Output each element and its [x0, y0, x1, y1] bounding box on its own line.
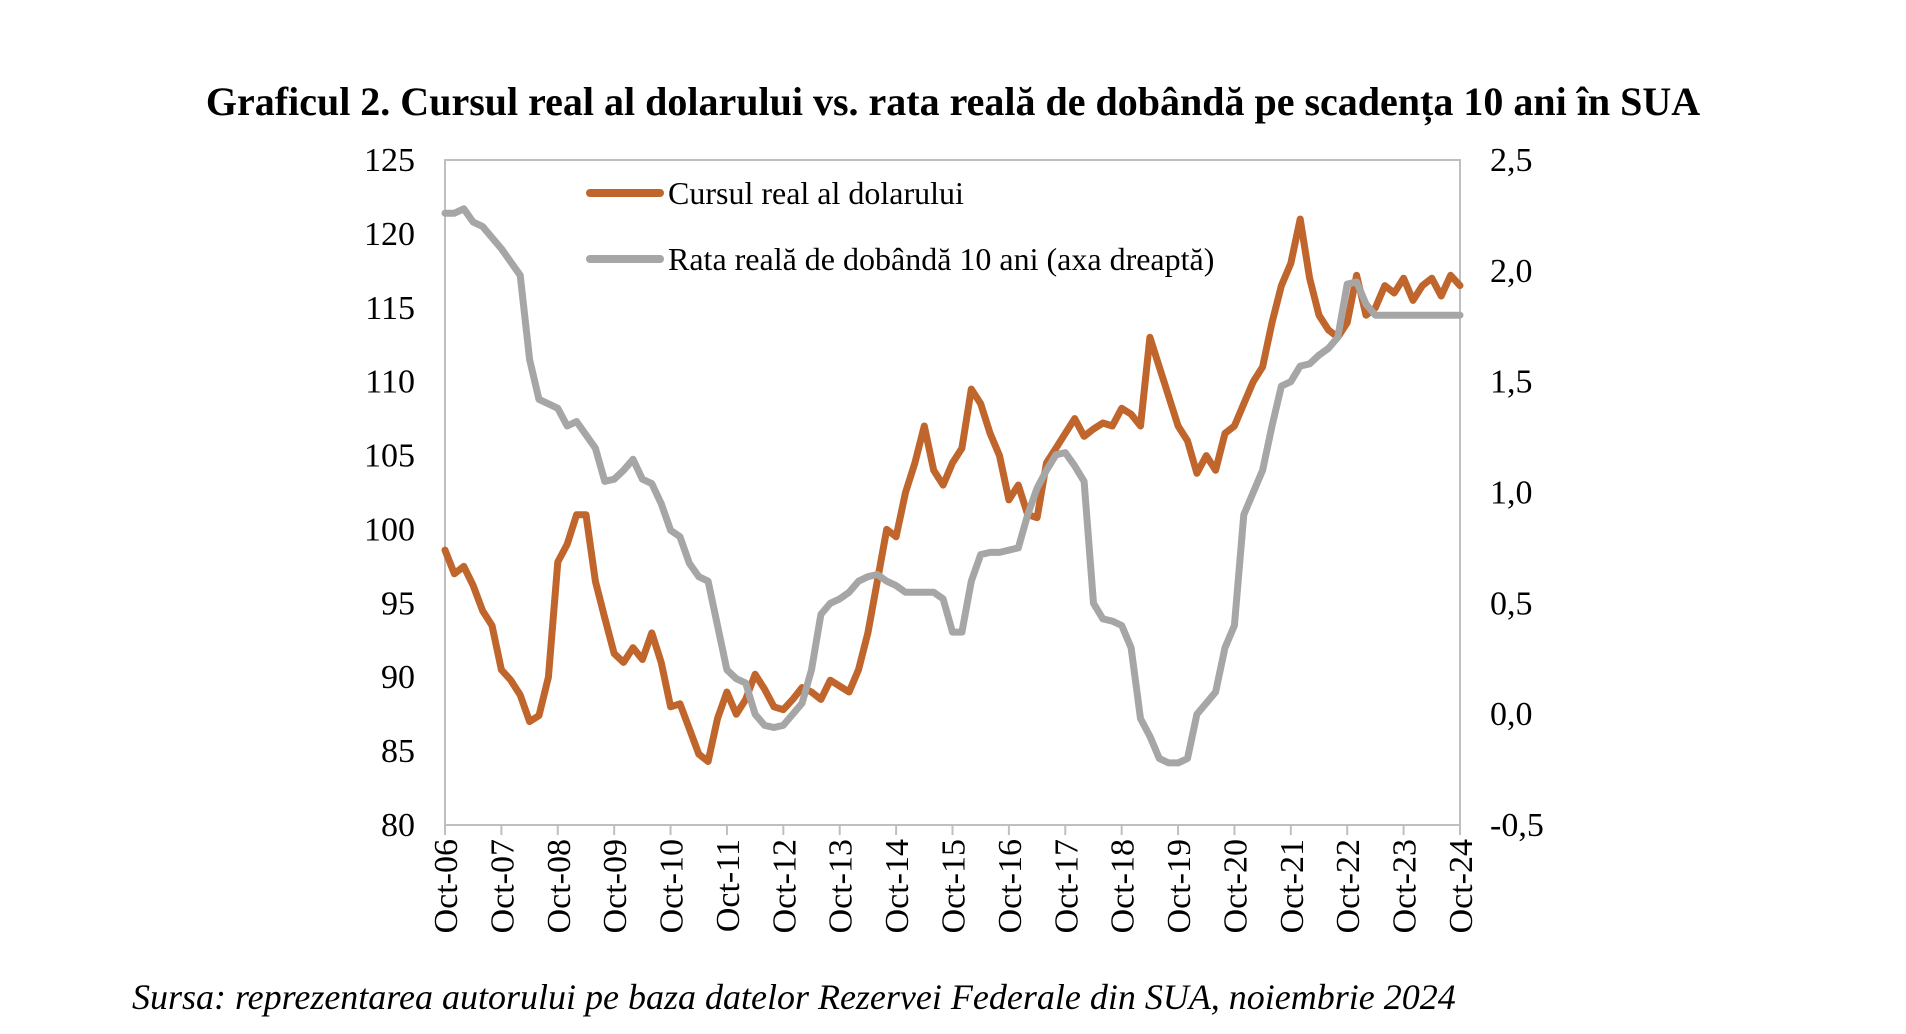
left-tick-label: 105: [364, 438, 415, 475]
chart-title: Graficul 2. Cursul real al dolarului vs.…: [205, 79, 1701, 124]
series-line-dollar: [441, 215, 1464, 765]
x-tick-label: Oct-06: [428, 839, 465, 933]
right-tick-label: 0,0: [1490, 696, 1533, 733]
x-tick-label: Oct-23: [1387, 839, 1424, 933]
x-tick-label: Oct-13: [823, 839, 860, 933]
legend-label: Rata reală de dobândă 10 ani (axa dreapt…: [668, 241, 1214, 277]
right-tick-label: 1,5: [1490, 364, 1533, 401]
series-line-rate: [441, 205, 1464, 767]
right-tick-label: 2,5: [1490, 142, 1533, 179]
x-tick-label: Oct-07: [484, 839, 521, 933]
x-tick-label: Oct-12: [766, 839, 803, 933]
left-tick-label: 80: [381, 807, 415, 844]
x-tick-label: Oct-17: [1048, 839, 1085, 933]
left-tick-label: 125: [364, 142, 415, 179]
left-tick-label: 95: [381, 585, 415, 622]
x-tick-label: Oct-11: [710, 839, 747, 932]
x-tick-label: Oct-19: [1161, 839, 1198, 933]
x-tick-label: Oct-20: [1217, 839, 1254, 933]
left-tick-label: 115: [365, 290, 415, 327]
legend-label: Cursul real al dolarului: [668, 175, 964, 211]
x-tick-label: Oct-08: [541, 839, 578, 933]
x-tick-label: Oct-21: [1274, 839, 1311, 933]
left-tick-label: 120: [364, 216, 415, 253]
right-tick-label: 2,0: [1490, 253, 1533, 290]
source-note: Sursa: reprezentarea autorului pe baza d…: [132, 977, 1456, 1017]
x-tick-label: Oct-10: [654, 839, 691, 933]
x-axis: Oct-06 Oct-07 Oct-08 Oct-09 Oct-10 Oct-11 Oct-…: [428, 825, 1480, 933]
legend: Cursul real al dolarului Rata reală de do…: [586, 175, 1214, 277]
x-tick-label: Oct-22: [1330, 839, 1367, 933]
left-tick-label: 100: [364, 511, 415, 548]
right-tick-label: 1,0: [1490, 475, 1533, 512]
left-tick-label: 85: [381, 733, 415, 770]
x-tick-label: Oct-18: [1105, 839, 1142, 933]
left-tick-label: 90: [381, 659, 415, 696]
right-axis: -0,5 0,0 0,5 1,0 1,5 2,0 2,5: [1490, 142, 1544, 844]
series-lines: [441, 205, 1464, 767]
x-tick-label: Oct-09: [597, 839, 634, 933]
x-tick-label: Oct-14: [879, 839, 916, 933]
x-tick-label: Oct-15: [936, 839, 973, 933]
x-tick-label: Oct-24: [1443, 839, 1480, 933]
x-tick-label: Oct-16: [992, 839, 1029, 933]
left-axis: 80 85 90 95 100 105 110 115 120 125: [364, 142, 415, 844]
right-tick-label: -0,5: [1490, 807, 1544, 844]
left-tick-label: 110: [365, 364, 415, 401]
right-tick-label: 0,5: [1490, 585, 1533, 622]
